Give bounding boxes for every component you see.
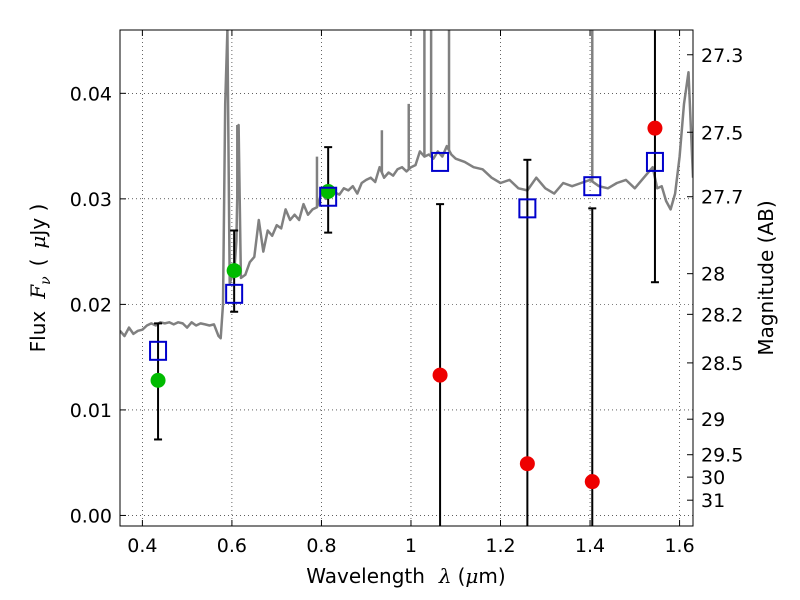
ticks: 0.4 0.6 0.8 1 1.2 1.4 1.6 0.00 0.01 0.02 0.03 0.04 2… [70, 30, 743, 557]
upper_limit-point [432, 367, 448, 383]
y2-tick-label: 31 [701, 490, 725, 512]
x-axis-label: Wavelength λ (μm) [306, 564, 505, 588]
y2-tick-label: 27.7 [701, 187, 743, 209]
upper_limit-point [519, 456, 535, 472]
y2-tick-label: 29.5 [701, 445, 743, 467]
y-tick-label: 0.04 [70, 83, 112, 105]
y2-tick-label: 28.5 [701, 353, 743, 375]
x-tick-label: 0.6 [217, 535, 247, 557]
y-tick-label: 0.03 [70, 189, 112, 211]
y2-axis-label: Magnitude (AB) [754, 200, 778, 355]
x-tick-label: 1.2 [485, 535, 515, 557]
y2-tick-label: 27.5 [701, 122, 743, 144]
y-tick-label: 0.00 [70, 505, 112, 527]
x-tick-label: 0.8 [306, 535, 336, 557]
y2-tick-label: 28 [701, 264, 725, 286]
x-tick-label: 1 [405, 535, 417, 557]
x-tick-label: 0.4 [127, 535, 157, 557]
y-axis-label: FluxFν(μJy ) [26, 204, 54, 353]
spectrum-line [120, 30, 693, 340]
plot-background [120, 30, 693, 526]
plot-frame [119, 29, 694, 527]
upper_limit-point [584, 474, 600, 490]
upper_limit-point [647, 120, 663, 136]
x-tick-label: 1.6 [664, 535, 694, 557]
y2-tick-label: 29 [701, 409, 725, 431]
detected-point [150, 372, 166, 388]
y2-tick-label: 30 [701, 467, 725, 489]
detected-point [226, 263, 242, 279]
x-tick-label: 1.4 [575, 535, 605, 557]
model-point [431, 151, 450, 172]
y-tick-label: 0.02 [70, 294, 112, 316]
data-layer [120, 30, 693, 526]
y-tick-label: 0.01 [70, 400, 112, 422]
model-point [225, 283, 244, 304]
model-point [583, 176, 602, 197]
detected-point [320, 183, 336, 199]
y2-tick-label: 28.2 [701, 304, 743, 326]
model-point [149, 340, 168, 361]
model-point [645, 151, 664, 172]
model-point [518, 198, 537, 219]
model-point [319, 186, 338, 207]
y2-tick-label: 27.3 [701, 45, 743, 67]
